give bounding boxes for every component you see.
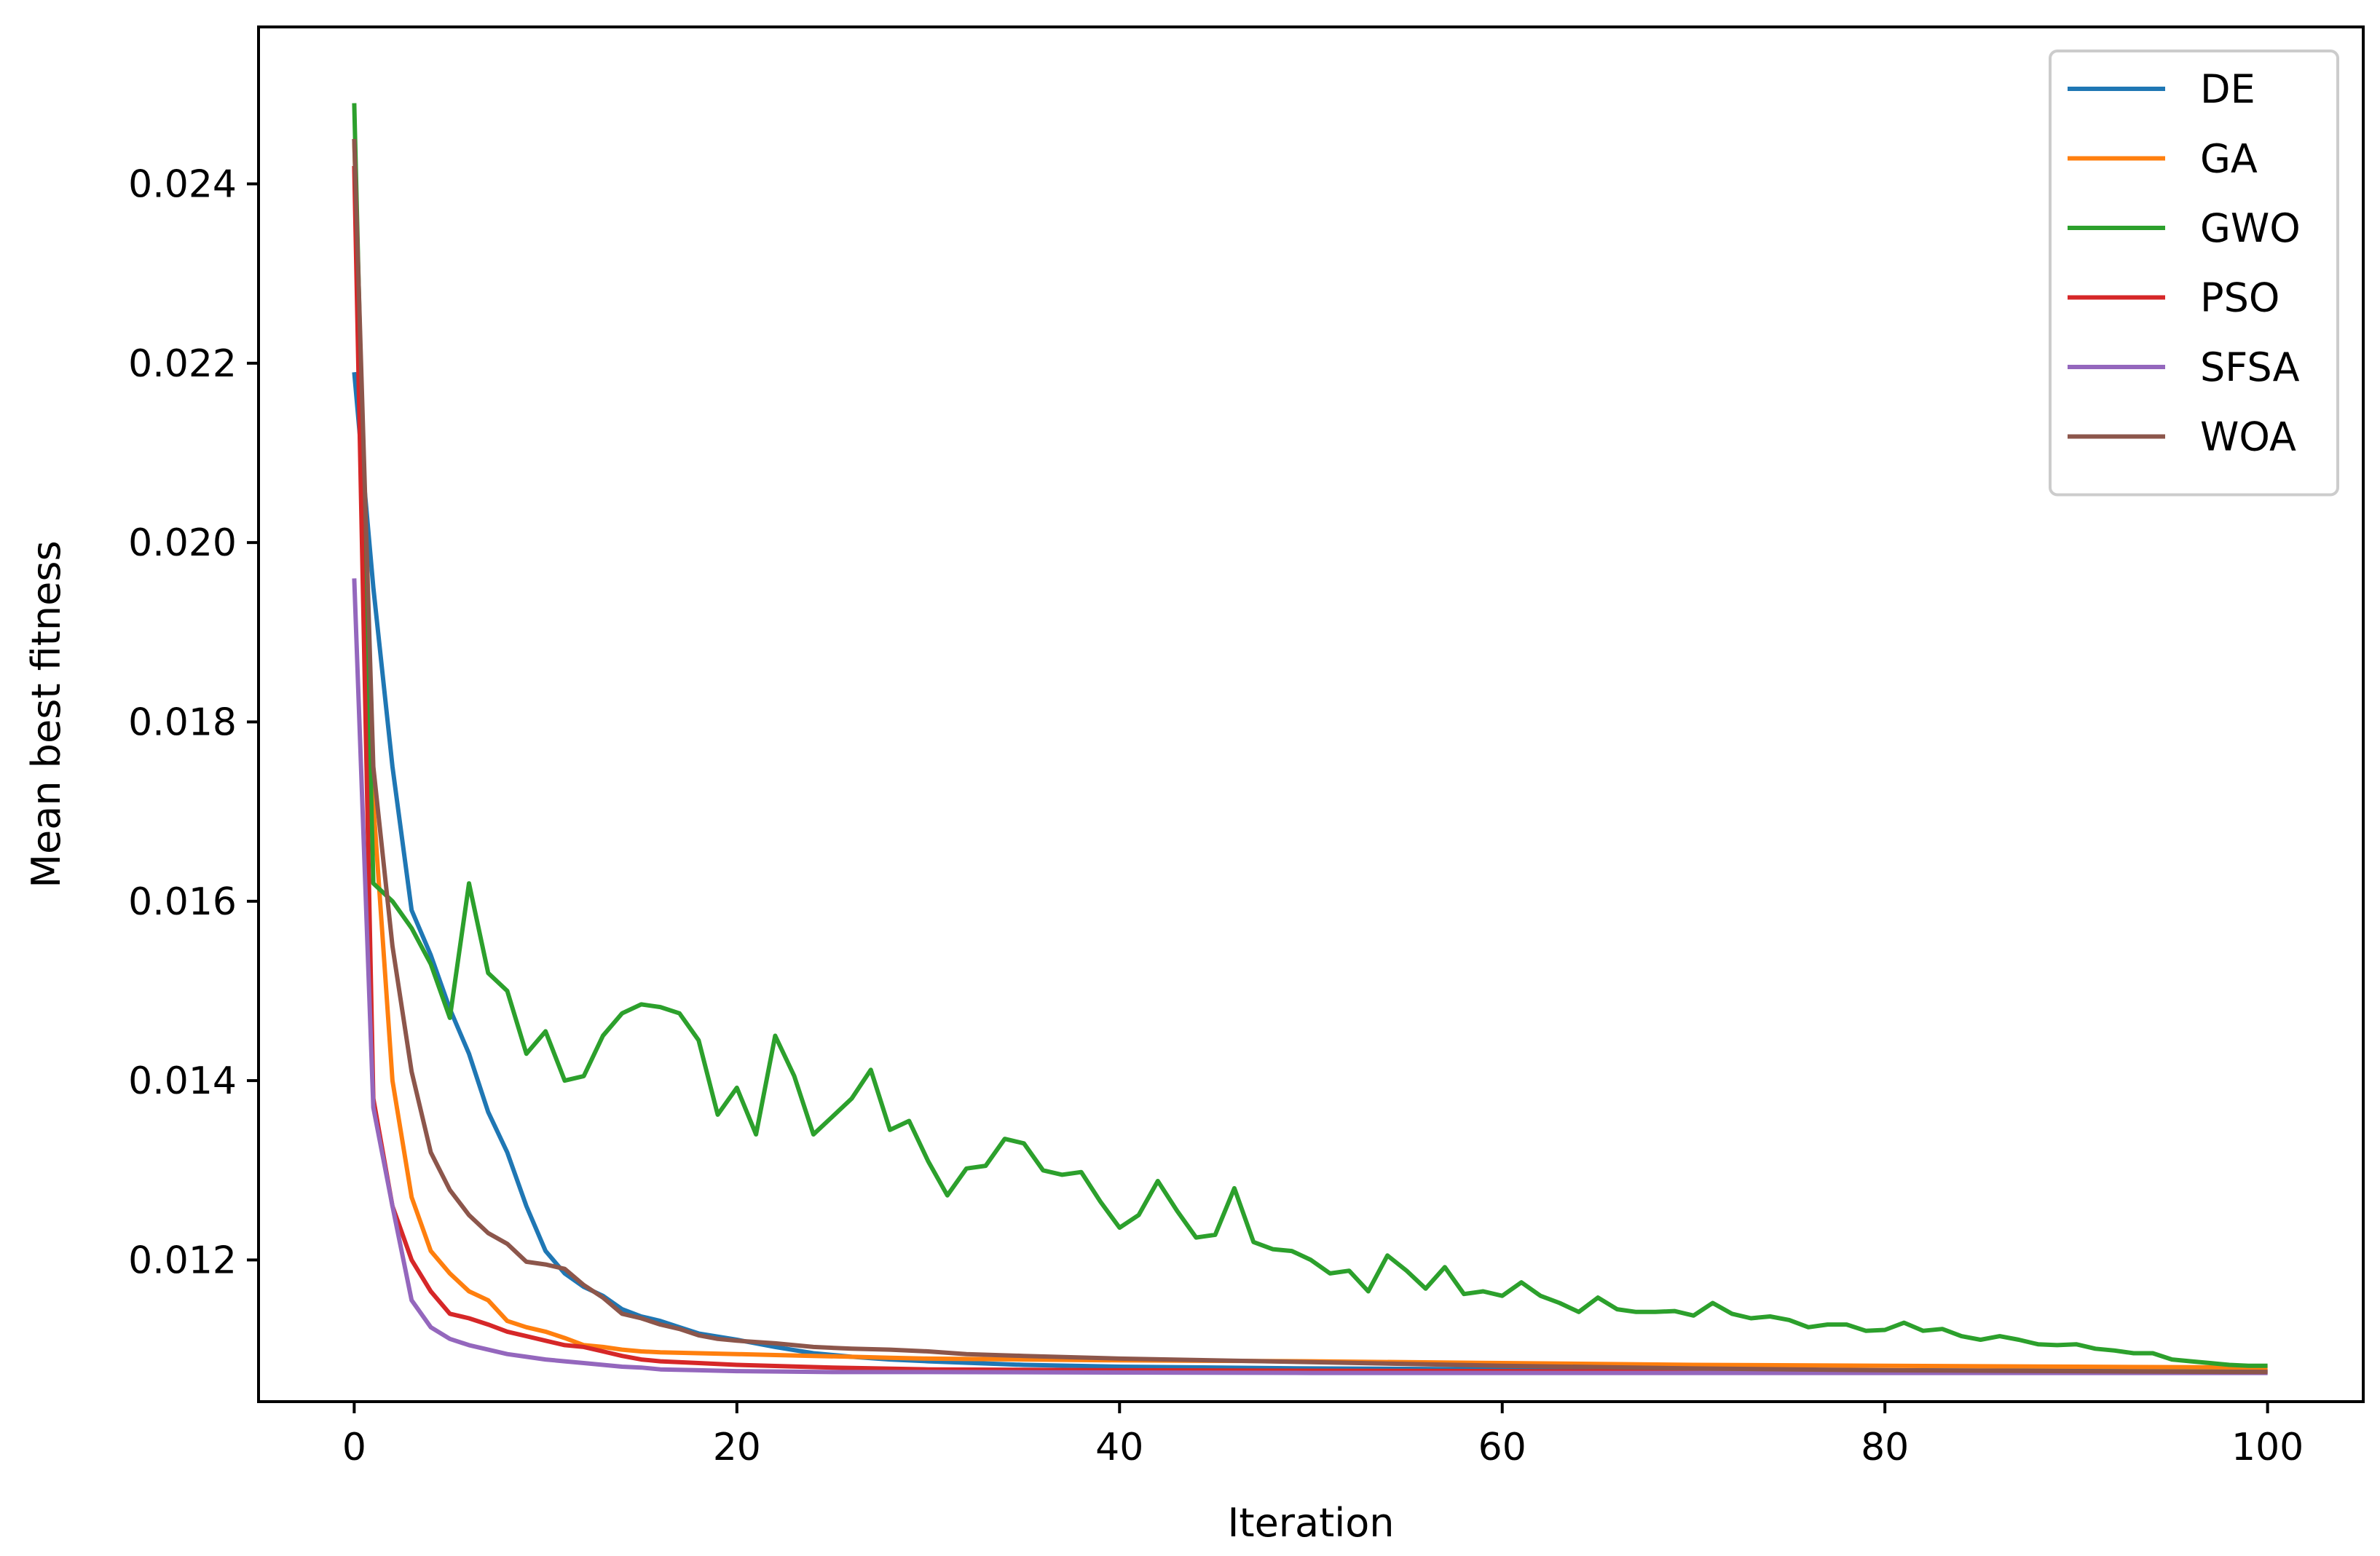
series-layer (352, 103, 2268, 1375)
y-tick-label: 0.024 (128, 163, 237, 207)
legend-box (2049, 50, 2339, 497)
series-line-gwo (352, 103, 2268, 1368)
x-tick-label: 40 (1095, 1426, 1143, 1469)
y-tick-label: 0.014 (128, 1059, 237, 1103)
y-tick-label: 0.018 (128, 700, 237, 744)
series-line-pso (352, 165, 2268, 1375)
y-axis: 0.012 0.014 0.016 0.018 0.020 0.022 0.024 (128, 163, 259, 1282)
series-line-sfsa (352, 578, 2268, 1375)
legend: DE GA GWO PSO SFSA WOA (2049, 50, 2339, 497)
y-tick-label: 0.016 (128, 880, 237, 924)
legend-label-sfsa: SFSA (2200, 344, 2300, 390)
legend-label-de: DE (2200, 66, 2255, 112)
x-tick-label: 0 (342, 1426, 366, 1469)
legend-label-pso: PSO (2200, 275, 2279, 321)
axes-frame (257, 25, 2365, 1403)
y-tick-label: 0.012 (128, 1239, 237, 1282)
x-axis-title: Iteration (1227, 1500, 1394, 1546)
x-tick-label: 20 (713, 1426, 761, 1469)
legend-label-ga: GA (2200, 136, 2258, 182)
x-tick-label: 80 (1861, 1426, 1909, 1469)
legend-label-woa: WOA (2200, 414, 2296, 460)
x-axis: 0 20 40 60 80 100 (342, 1402, 2304, 1469)
x-tick-label: 100 (2231, 1426, 2304, 1469)
series-line-woa (352, 138, 2268, 1375)
y-axis-title: Mean best fitness (23, 540, 69, 888)
y-tick-label: 0.020 (128, 521, 237, 565)
y-tick-label: 0.022 (128, 342, 237, 386)
x-tick-label: 60 (1478, 1426, 1526, 1469)
legend-label-gwo: GWO (2200, 205, 2301, 251)
